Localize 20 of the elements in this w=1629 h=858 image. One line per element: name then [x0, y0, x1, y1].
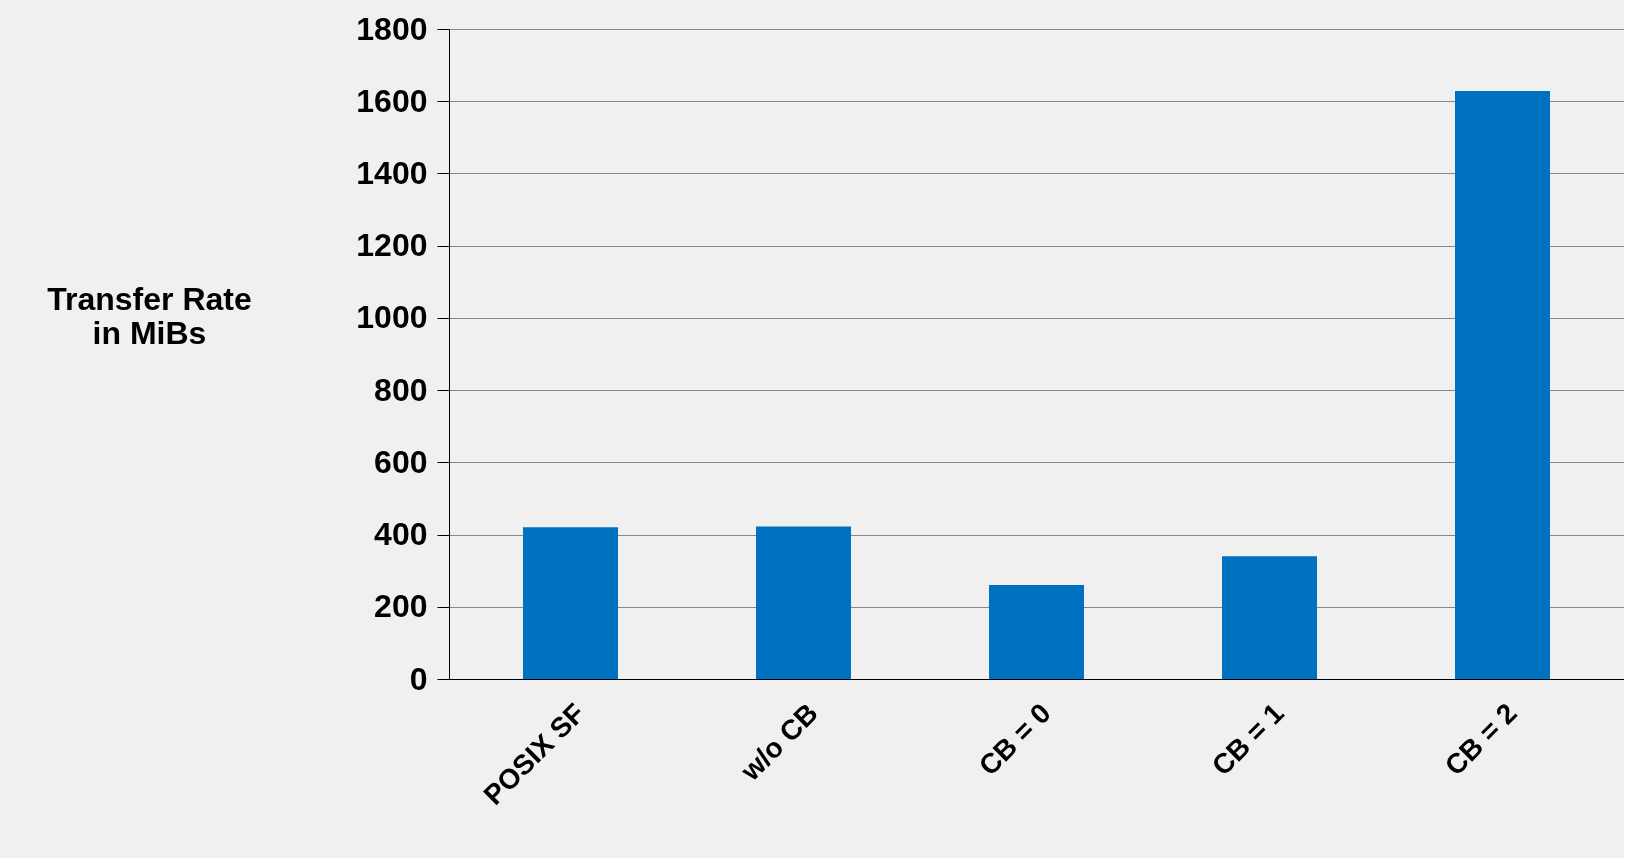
y-tick-label: 1600: [356, 82, 428, 119]
bar: [756, 526, 851, 679]
bar: [1222, 556, 1317, 679]
bar: [989, 585, 1084, 679]
x-tick-label: CB = 1: [1205, 697, 1290, 782]
y-tick-label: 1000: [356, 299, 428, 336]
x-tick-label: w/o CB: [734, 697, 824, 788]
y-tick-label: 0: [409, 660, 428, 697]
y-axis-title: Transfer Rate in MiBs: [47, 280, 252, 351]
x-tick-label: CB = 0: [972, 697, 1057, 782]
x-tick-label: CB = 2: [1438, 697, 1523, 782]
y-tick-label: 1400: [356, 154, 428, 191]
y-tick-label: 1800: [356, 10, 428, 47]
y-tick-label: 1200: [356, 227, 428, 264]
y-tick-label: 800: [374, 371, 428, 408]
y-tick-label: 200: [374, 588, 428, 625]
bar: [523, 527, 618, 679]
bar: [1455, 91, 1550, 679]
y-tick-label: 600: [374, 443, 428, 480]
y-tick-label: 400: [374, 516, 428, 553]
